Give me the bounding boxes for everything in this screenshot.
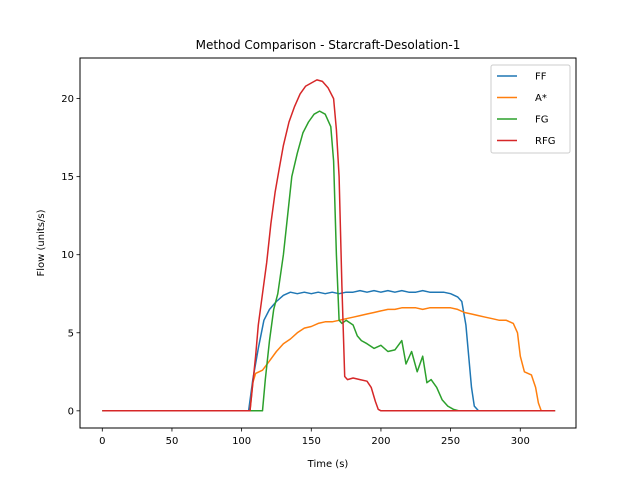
y-tick-label: 15: [61, 172, 74, 183]
legend-label-fg: FG: [535, 115, 549, 126]
series-line-rfg: [102, 79, 556, 412]
series-line-a-: [102, 307, 556, 412]
y-tick-label: 10: [61, 250, 74, 261]
plot-frame: [79, 57, 577, 429]
y-axis-label: Flow (units/s): [36, 209, 47, 276]
series-line-fg: [102, 110, 556, 412]
x-tick-label: 0: [99, 436, 105, 447]
legend-label-a-: A*: [535, 93, 547, 104]
x-axis: 0 50 100 150 200 250 300: [99, 428, 530, 447]
legend-label-rfg: RFG: [535, 136, 555, 147]
legend-label-ff: FF: [535, 72, 547, 83]
legend: FF A* FG RFG: [490, 64, 571, 154]
x-tick-label: 300: [511, 436, 530, 447]
y-axis: 0 5 10 15 20: [61, 94, 80, 417]
x-tick-label: 200: [371, 436, 390, 447]
series-layer: [102, 79, 556, 412]
x-tick-label: 50: [166, 436, 179, 447]
series-line-ff: [102, 289, 556, 412]
y-tick-label: 5: [68, 328, 74, 339]
x-tick-label: 250: [441, 436, 460, 447]
chart-title: Method Comparison - Starcraft-Desolation…: [196, 38, 461, 52]
y-tick-label: 20: [61, 94, 74, 105]
y-tick-label: 0: [68, 406, 74, 417]
x-axis-label: Time (s): [307, 459, 349, 470]
x-tick-label: 150: [302, 436, 321, 447]
x-tick-label: 100: [232, 436, 251, 447]
legend-box: [490, 64, 571, 154]
